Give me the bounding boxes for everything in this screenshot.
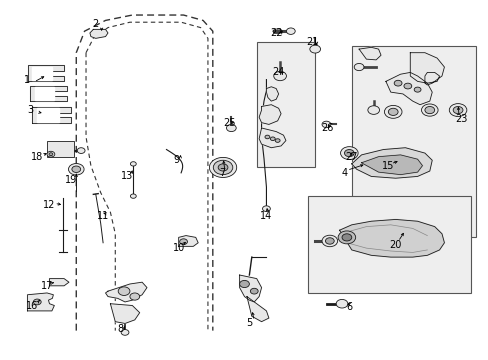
Text: 11: 11: [97, 211, 109, 221]
Text: 22: 22: [269, 28, 282, 38]
Polygon shape: [32, 67, 52, 80]
Bar: [47, 140, 74, 157]
Circle shape: [413, 87, 420, 92]
Circle shape: [335, 300, 347, 308]
Circle shape: [393, 80, 401, 86]
Circle shape: [118, 287, 130, 296]
Circle shape: [121, 329, 129, 335]
Circle shape: [275, 139, 280, 142]
Polygon shape: [409, 53, 444, 85]
Text: 19: 19: [65, 175, 78, 185]
Circle shape: [353, 63, 363, 71]
Circle shape: [384, 105, 401, 118]
Bar: [256, 42, 315, 167]
Text: 27: 27: [345, 152, 357, 162]
Bar: [351, 45, 475, 237]
Circle shape: [262, 206, 270, 212]
Circle shape: [49, 153, 53, 156]
Text: 5: 5: [246, 319, 252, 328]
Circle shape: [421, 104, 437, 116]
Circle shape: [239, 280, 249, 288]
Circle shape: [72, 166, 81, 172]
Circle shape: [270, 137, 275, 140]
Text: 20: 20: [388, 239, 401, 249]
Circle shape: [179, 239, 187, 244]
Polygon shape: [266, 87, 278, 101]
Text: 16: 16: [26, 301, 39, 311]
Polygon shape: [259, 105, 281, 125]
Polygon shape: [385, 72, 431, 105]
Circle shape: [213, 160, 232, 175]
Text: 21: 21: [306, 37, 318, 47]
Circle shape: [218, 164, 227, 171]
Polygon shape: [339, 220, 444, 257]
Circle shape: [341, 234, 351, 241]
Text: 15: 15: [382, 161, 394, 171]
Circle shape: [448, 104, 466, 117]
Polygon shape: [246, 297, 268, 321]
Circle shape: [68, 163, 84, 175]
Polygon shape: [49, 279, 69, 286]
Circle shape: [325, 238, 333, 244]
Circle shape: [209, 157, 236, 177]
Circle shape: [130, 162, 136, 166]
Polygon shape: [30, 86, 66, 101]
Text: 13: 13: [121, 171, 133, 181]
Circle shape: [286, 28, 295, 35]
Text: 7: 7: [219, 168, 225, 178]
Polygon shape: [351, 148, 431, 178]
Text: 10: 10: [172, 243, 184, 253]
Circle shape: [403, 83, 411, 89]
Text: 9: 9: [173, 155, 179, 165]
Circle shape: [337, 231, 355, 244]
Text: 17: 17: [41, 281, 53, 291]
Circle shape: [322, 121, 330, 128]
Polygon shape: [110, 304, 140, 323]
Polygon shape: [27, 65, 64, 81]
Text: 3: 3: [27, 105, 33, 115]
Text: 14: 14: [260, 211, 272, 221]
Circle shape: [309, 45, 320, 53]
Polygon shape: [358, 47, 380, 60]
Circle shape: [264, 135, 269, 139]
Circle shape: [452, 107, 462, 114]
Text: 6: 6: [346, 302, 352, 312]
Text: 24: 24: [272, 67, 284, 77]
Circle shape: [367, 106, 379, 114]
Text: 23: 23: [454, 114, 467, 124]
Text: 18: 18: [31, 152, 43, 162]
Polygon shape: [361, 155, 422, 175]
Circle shape: [226, 125, 236, 132]
Bar: [307, 196, 470, 293]
Circle shape: [387, 108, 397, 116]
Circle shape: [322, 235, 337, 247]
Circle shape: [340, 147, 357, 159]
Text: 1: 1: [24, 75, 31, 85]
Circle shape: [130, 293, 140, 300]
Text: 8: 8: [117, 324, 123, 334]
Circle shape: [273, 71, 286, 81]
Circle shape: [250, 288, 258, 294]
Circle shape: [130, 194, 136, 198]
Text: 2: 2: [92, 19, 99, 29]
Polygon shape: [32, 107, 71, 123]
Text: 26: 26: [321, 123, 333, 133]
Polygon shape: [105, 282, 147, 302]
Polygon shape: [239, 275, 261, 302]
Circle shape: [33, 299, 41, 305]
Text: 4: 4: [341, 168, 347, 178]
Polygon shape: [259, 128, 285, 148]
Text: 12: 12: [43, 200, 56, 210]
Circle shape: [77, 148, 85, 153]
Polygon shape: [37, 108, 59, 122]
Circle shape: [344, 149, 353, 157]
Text: 25: 25: [223, 118, 236, 128]
Circle shape: [424, 107, 434, 114]
Polygon shape: [90, 30, 108, 39]
Polygon shape: [178, 235, 198, 246]
Polygon shape: [35, 87, 54, 100]
Circle shape: [47, 151, 55, 157]
Polygon shape: [27, 293, 54, 311]
